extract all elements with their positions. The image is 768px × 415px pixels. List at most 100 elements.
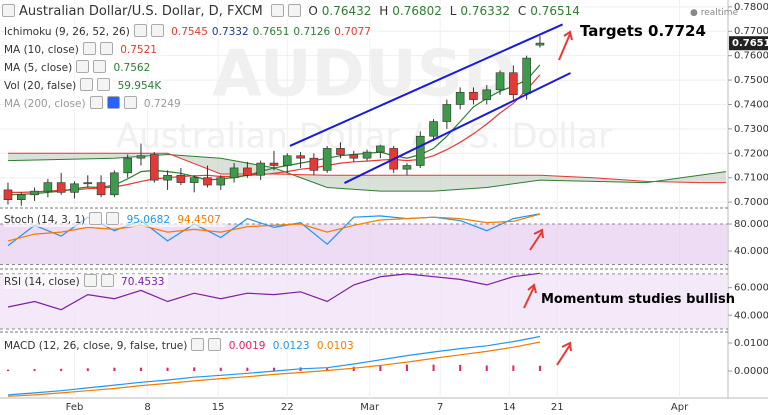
line-series [7, 335, 541, 396]
icon[interactable] [97, 78, 111, 91]
histogram-bar [86, 368, 89, 372]
y-tick-label: 0.7400 [734, 99, 768, 110]
candle-body [43, 182, 53, 192]
arrow [556, 341, 572, 366]
histogram-bar [6, 369, 9, 372]
x-tick-label: Feb [66, 402, 84, 413]
histogram-bar [459, 364, 462, 372]
main-legend: Australian Dollar/U.S. Dollar, D, FXCM O… [2, 4, 584, 19]
x-tick-label: 7 [437, 402, 443, 413]
ohlc-label: H [379, 4, 389, 18]
icon[interactable] [150, 24, 164, 37]
arrow [529, 228, 544, 251]
indicator-name: MA (200, close) [4, 98, 86, 110]
icon[interactable] [99, 42, 113, 55]
macd-legend: MACD (12, 26, close, 9, false, true) 0.0… [4, 338, 358, 353]
indicator-value: 59.954K [117, 80, 162, 92]
icon[interactable] [82, 42, 96, 55]
trendline [344, 72, 571, 184]
candle-body [349, 154, 359, 159]
icon[interactable] [80, 78, 94, 91]
eye-icon[interactable] [106, 96, 120, 109]
indicator-legend: MA (200, close) 0.7249 [4, 96, 185, 111]
candle-body [509, 72, 518, 96]
histogram-bar [246, 367, 249, 372]
line-series [8, 152, 727, 184]
icon[interactable] [83, 274, 97, 287]
y-tick-label: 0.7700 [734, 26, 768, 37]
symbol-title: Australian Dollar/U.S. Dollar, D, FXCM [19, 4, 263, 19]
candle-body [123, 157, 132, 174]
ohlc-label: O [308, 4, 318, 18]
indicator-values: 0.7545 0.7332 0.7651 0.7126 0.7077 [171, 26, 375, 38]
indicator-name: MA (5, close) [4, 62, 73, 74]
y-tick-label: 0.7000 [734, 197, 768, 208]
candle-body [96, 182, 106, 196]
ohlc-value: 0.76432 [321, 4, 372, 18]
band [0, 223, 728, 265]
icon[interactable] [100, 274, 114, 287]
candle-body [415, 135, 425, 166]
histogram-bar [485, 365, 488, 372]
pane-title: MACD (12, 26, close, 9, false, true) [4, 340, 188, 352]
annotation: Targets 0.7724 [580, 22, 706, 40]
candle-body [176, 174, 186, 183]
ichimoku-cloud [7, 153, 727, 192]
y-tick-label: 0.7300 [734, 124, 768, 135]
arrow [558, 30, 573, 61]
x-tick-label: 22 [281, 402, 294, 413]
price-tag: 0.7651 [732, 38, 768, 49]
icon[interactable] [106, 212, 120, 225]
y-tick-label: 0.7600 [734, 51, 768, 62]
ohlc-label: C [517, 4, 527, 18]
line-series [7, 341, 541, 397]
candle-body [136, 155, 146, 159]
icon[interactable] [89, 212, 103, 225]
icon[interactable] [76, 60, 90, 73]
icon[interactable] [93, 60, 107, 73]
icon[interactable] [89, 96, 103, 109]
status-text: realtime [700, 8, 739, 18]
y-tick-label: 40.0000 [734, 246, 768, 257]
histogram-bar [193, 367, 196, 372]
candle-body [163, 174, 172, 181]
candle-body [309, 157, 319, 171]
y-tick-label: 60.0000 [734, 283, 768, 294]
icon[interactable] [208, 338, 222, 351]
candle-body [149, 154, 159, 181]
candle-body [336, 148, 345, 155]
histogram-bar [139, 367, 142, 372]
indicator-legend: Ichimoku (9, 26, 52, 26) 0.7545 0.7332 0.7… [4, 24, 379, 39]
candle-body [362, 151, 372, 159]
indicator-value: 0.7332 [211, 26, 249, 38]
icon[interactable] [191, 338, 205, 351]
x-tick-label: 21 [551, 402, 564, 413]
indicator-name: MA (10, close) [4, 44, 79, 56]
histogram-bar [219, 367, 222, 372]
indicator-value: 0.7545 [171, 26, 208, 38]
candle-body [56, 182, 66, 193]
candle-body [482, 89, 492, 100]
candle-body [16, 194, 26, 200]
icon[interactable] [123, 96, 137, 109]
x-tick-label: 14 [503, 402, 516, 413]
histogram-bar [405, 364, 408, 372]
histogram-bar [379, 365, 382, 372]
y-tick-label: 0.7100 [734, 173, 768, 184]
y-tick-label: 0.0100 [734, 338, 768, 349]
ohlc-value: 0.76802 [392, 4, 442, 18]
pane-title: RSI (14, close) [4, 276, 80, 288]
candle-body [189, 177, 199, 183]
icon[interactable] [133, 24, 147, 37]
icon[interactable] [270, 4, 284, 17]
line-series [7, 213, 541, 242]
candle-body [442, 104, 452, 122]
candle-body [402, 165, 412, 170]
ohlc-value: 0.76514 [530, 4, 580, 18]
icon[interactable] [287, 4, 301, 17]
candle-body [282, 155, 292, 166]
indicator-value: 0.0019 [228, 340, 266, 352]
trendline [289, 23, 563, 147]
candle-body [322, 148, 332, 171]
candle-body [535, 42, 545, 46]
